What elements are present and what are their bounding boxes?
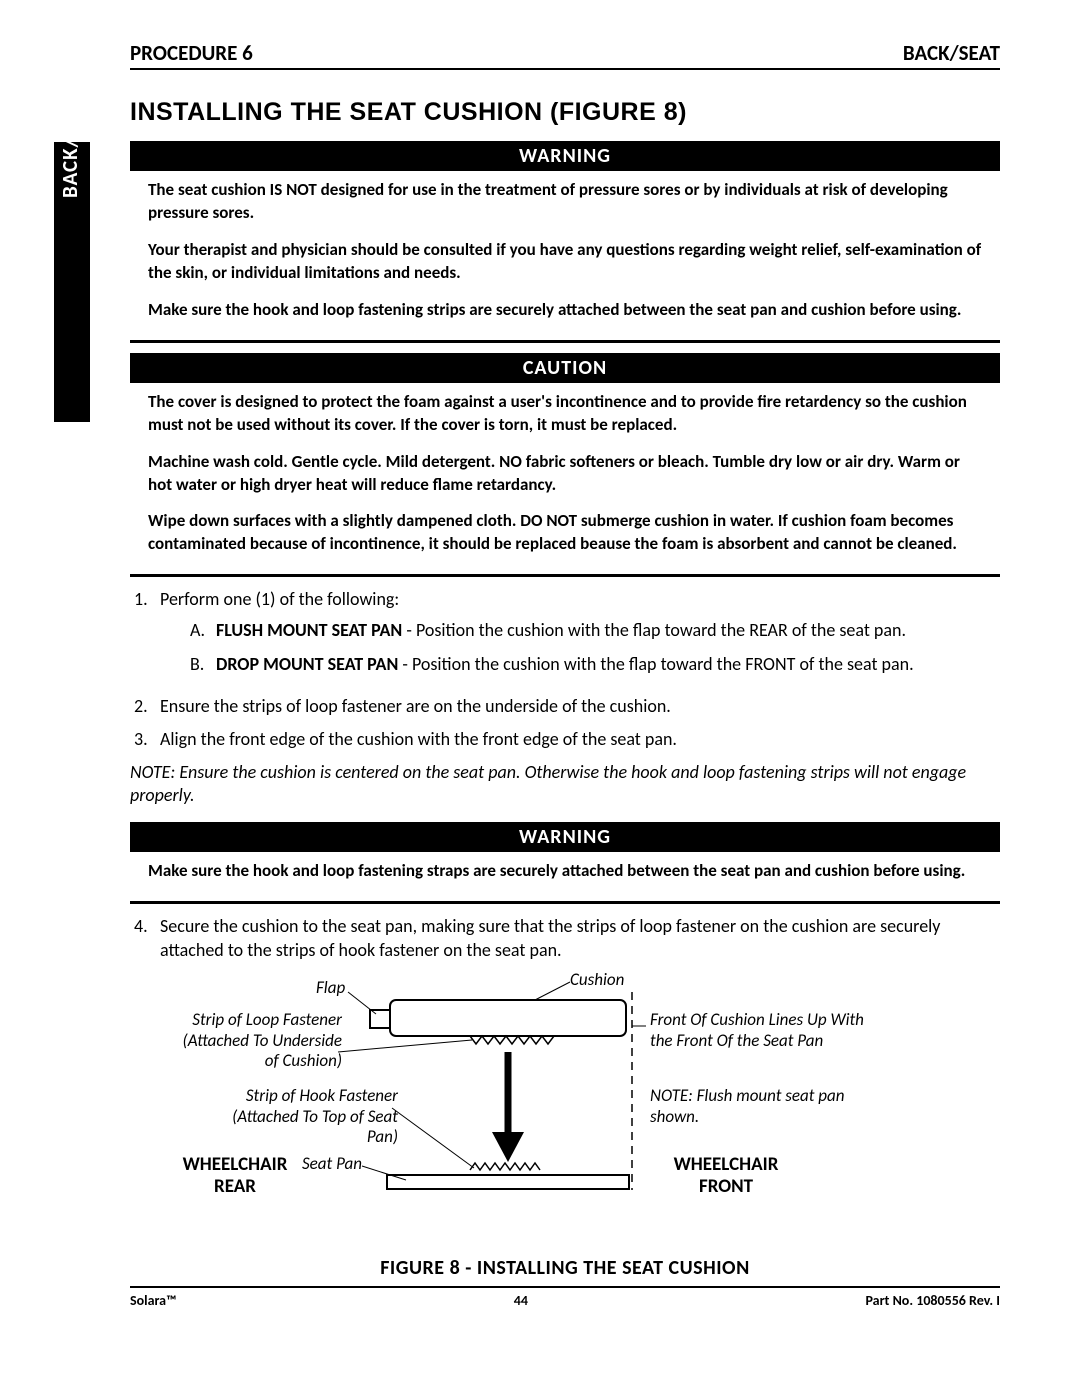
step3-text: Align the front edge of the cushion with… (160, 727, 677, 751)
warning1-p2: Your therapist and physician should be c… (148, 239, 982, 285)
header-row: PROCEDURE 6 BACK/SEAT (130, 40, 1000, 70)
warning2-p1: Make sure the hook and loop fastening st… (148, 860, 982, 883)
fig-flap-label: Flap (316, 978, 345, 998)
caution-p2: Machine wash cold. Gentle cycle. Mild de… (148, 451, 982, 497)
step4-text: Secure the cushion to the seat pan, maki… (160, 914, 1000, 963)
fig-hook1: Strip of Hook Fastener (246, 1085, 398, 1106)
fig-cushion-label: Cushion (570, 970, 624, 990)
footer-right: Part No. 1080556 Rev. I (865, 1292, 1000, 1309)
caution-block: The cover is designed to protect the foa… (130, 391, 1000, 578)
footer: Solara™ 44 Part No. 1080556 Rev. I (130, 1286, 1000, 1309)
step-4: 4. Secure the cushion to the seat pan, m… (134, 914, 1000, 963)
step-1a: A. FLUSH MOUNT SEAT PAN - Position the c… (190, 618, 1000, 642)
fig-wheelchair-rear: WHEELCHAIR REAR (170, 1154, 300, 1198)
header-right: BACK/SEAT (903, 40, 1000, 66)
step-1b: B. DROP MOUNT SEAT PAN - Position the cu… (190, 652, 1000, 676)
footer-center: 44 (514, 1292, 528, 1309)
step2-text: Ensure the strips of loop fastener are o… (160, 694, 671, 718)
step-num: 3. (134, 727, 160, 751)
fig-note-flush: NOTE: Flush mount seat pan shown. (650, 1086, 890, 1127)
fig-loop3: of Cushion) (265, 1050, 342, 1071)
steps-list-2: 4. Secure the cushion to the seat pan, m… (130, 914, 1000, 963)
warning1-block: The seat cushion IS NOT designed for use… (130, 179, 1000, 343)
fig-front1: Front Of Cushion Lines Up With (650, 1009, 864, 1030)
s1a-bold: FLUSH MOUNT SEAT PAN (216, 619, 402, 641)
caution-p1: The cover is designed to protect the foa… (148, 391, 982, 437)
s1a-rest: - Position the cushion with the flap tow… (402, 619, 906, 641)
sub-letter: B. (190, 652, 216, 676)
warning1-p1: The seat cushion IS NOT designed for use… (148, 179, 982, 225)
warning1-p3: Make sure the hook and loop fastening st… (148, 299, 982, 322)
warning1-banner: WARNING (130, 141, 1000, 171)
step-1: 1. Perform one (1) of the following: A. … (134, 587, 1000, 686)
section-title: INSTALLING THE SEAT CUSHION (FIGURE 8) (130, 98, 1000, 127)
fig-loop1: Strip of Loop Fastener (192, 1009, 342, 1030)
footer-left: Solara™ (130, 1292, 176, 1309)
page-content: PROCEDURE 6 BACK/SEAT INSTALLING THE SEA… (130, 40, 1000, 1309)
caution-p3: Wipe down surfaces with a slightly dampe… (148, 510, 982, 556)
fig-loop2: (Attached To Underside (183, 1030, 342, 1051)
warning2-banner: WARNING (130, 822, 1000, 852)
s1b-bold: DROP MOUNT SEAT PAN (216, 653, 398, 675)
step1-text: Perform one (1) of the following: (160, 588, 399, 610)
fig-front2: the Front Of the Seat Pan (650, 1030, 823, 1051)
step-num: 2. (134, 694, 160, 718)
caution-banner: CAUTION (130, 353, 1000, 383)
step-num: 1. (134, 587, 160, 686)
step-2: 2. Ensure the strips of loop fastener ar… (134, 694, 1000, 718)
fig-wheelchair-front: WHEELCHAIR FRONT (646, 1154, 806, 1198)
warning2-block: Make sure the hook and loop fastening st… (130, 860, 1000, 904)
figure-title: FIGURE 8 - INSTALLING THE SEAT CUSHION (130, 1256, 1000, 1280)
steps-list: 1. Perform one (1) of the following: A. … (130, 587, 1000, 750)
step-num: 4. (134, 914, 160, 963)
note-text: NOTE: Ensure the cushion is centered on … (130, 761, 1000, 808)
step-3: 3. Align the front edge of the cushion w… (134, 727, 1000, 751)
s1b-rest: - Position the cushion with the flap tow… (398, 653, 913, 675)
sub-letter: A. (190, 618, 216, 642)
side-tab-label: BACK/SEAT (57, 92, 83, 198)
fig-hook2: (Attached To Top of Seat Pan) (232, 1106, 398, 1147)
figure8: Cushion Flap Strip of Loop Fastener (Att… (130, 970, 1000, 1250)
header-left: PROCEDURE 6 (130, 40, 253, 66)
fig-seatpan-label: Seat Pan (302, 1154, 362, 1174)
